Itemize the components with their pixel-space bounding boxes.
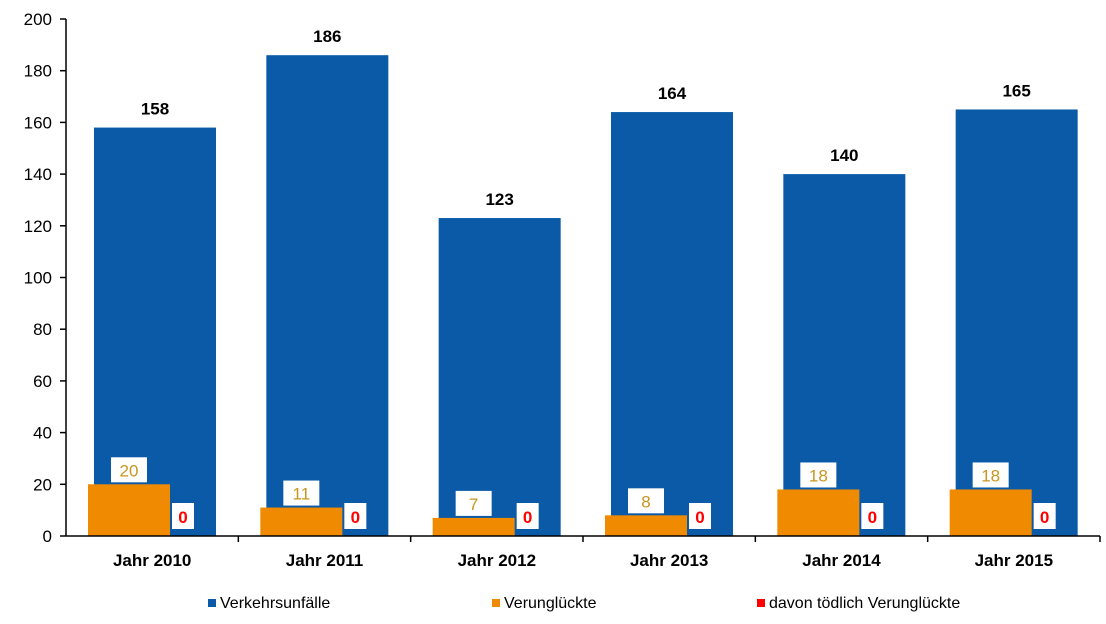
y-tick-label: 80 [33, 320, 52, 339]
data-label-verunglueckte: 18 [809, 466, 828, 485]
legend-swatch [208, 599, 216, 607]
data-label-verkehrsunfaelle: 158 [141, 100, 169, 119]
x-tick-label: Jahr 2013 [630, 551, 708, 570]
data-label-box-toedlich [861, 503, 884, 529]
y-tick-label: 60 [33, 372, 52, 391]
legend-label: Verkehrsunfälle [220, 595, 330, 612]
bar-verkehrsunfaelle [611, 112, 733, 536]
data-label-box-verunglueckte [455, 490, 492, 516]
data-label-box-verunglueckte [972, 462, 1009, 488]
x-axis: Jahr 2010 Jahr 2011 Jahr 2012 Jahr 2013 Jahr… [66, 535, 1101, 570]
data-label-box-toedlich [344, 503, 367, 529]
data-label-box-verunglueckte [111, 457, 147, 483]
category-group: 140 18 0 [777, 146, 906, 536]
bar-verkehrsunfaelle [266, 55, 389, 536]
data-label-verunglueckte: 8 [641, 492, 650, 511]
bar-verunglueckte [949, 489, 1032, 536]
data-label-verunglueckte: 18 [981, 466, 1000, 485]
data-label-box-toedlich [172, 503, 194, 529]
category-group: 186 11 0 [260, 27, 389, 536]
data-label-verunglueckte: 7 [469, 495, 478, 514]
data-label-verkehrsunfaelle: 164 [658, 84, 687, 103]
category-group: 165 18 0 [949, 81, 1078, 536]
data-label-box-toedlich [689, 503, 711, 529]
y-tick-label: 120 [24, 217, 52, 236]
legend-label: Verunglückte [504, 595, 597, 612]
data-label-box-verunglueckte [283, 480, 320, 506]
x-tick-label: Jahr 2011 [286, 551, 364, 570]
legend: Verkehrsunfälle Verunglückte davon tödlich… [208, 595, 960, 612]
bar-verunglueckte [777, 489, 860, 536]
legend-swatch [757, 599, 765, 607]
data-label-verkehrsunfaelle: 123 [485, 190, 513, 209]
data-label-toedlich: 0 [351, 508, 360, 527]
data-label-toedlich: 0 [523, 508, 532, 527]
bars: 158 20 0 186 11 0 123 7 0 164 8 0 140 18 0 165 18 0 [88, 27, 1078, 537]
y-axis: 0 20 40 60 80 100 120 140 160 180 200 [24, 10, 67, 546]
data-label-toedlich: 0 [178, 508, 187, 527]
legend-item: Verkehrsunfälle [208, 595, 330, 612]
data-label-toedlich: 0 [1040, 508, 1049, 527]
legend-item: Verunglückte [492, 595, 597, 612]
data-label-verkehrsunfaelle: 186 [313, 27, 341, 46]
data-label-verkehrsunfaelle: 140 [830, 146, 858, 165]
bar-verunglueckte [260, 507, 343, 536]
y-tick-label: 20 [33, 475, 52, 494]
legend-item: davon tödlich Verunglückte [757, 595, 960, 612]
data-label-toedlich: 0 [695, 508, 704, 527]
y-tick-label: 180 [24, 62, 52, 81]
category-group: 123 7 0 [432, 190, 561, 537]
category-group: 158 20 0 [88, 100, 216, 536]
y-tick-label: 40 [33, 424, 52, 443]
data-label-box-verunglueckte [800, 462, 837, 488]
bar-verunglueckte [432, 517, 515, 536]
x-tick-label: Jahr 2014 [802, 551, 881, 570]
y-tick-label: 100 [24, 269, 52, 288]
legend-swatch [492, 599, 500, 607]
data-label-verunglueckte: 11 [293, 485, 311, 504]
x-tick-label: Jahr 2015 [975, 551, 1053, 570]
bar-verkehrsunfaelle [438, 218, 561, 537]
x-tick-label: Jahr 2010 [113, 551, 191, 570]
data-label-box-verunglueckte [628, 488, 664, 514]
bar-verunglueckte [88, 484, 170, 536]
y-tick-label: 140 [24, 165, 52, 184]
y-tick-label: 160 [24, 113, 52, 132]
x-tick-label: Jahr 2012 [458, 551, 536, 570]
data-label-verkehrsunfaelle: 165 [1002, 81, 1030, 100]
data-label-toedlich: 0 [868, 508, 877, 527]
data-label-verunglueckte: 20 [120, 461, 139, 480]
bar-verunglueckte [605, 515, 687, 536]
data-label-box-toedlich [516, 503, 539, 529]
y-tick-label: 0 [43, 527, 52, 546]
legend-label: davon tödlich Verunglückte [769, 595, 960, 612]
y-tick-label: 200 [24, 10, 52, 29]
category-group: 164 8 0 [605, 84, 733, 536]
data-label-box-toedlich [1033, 503, 1056, 529]
